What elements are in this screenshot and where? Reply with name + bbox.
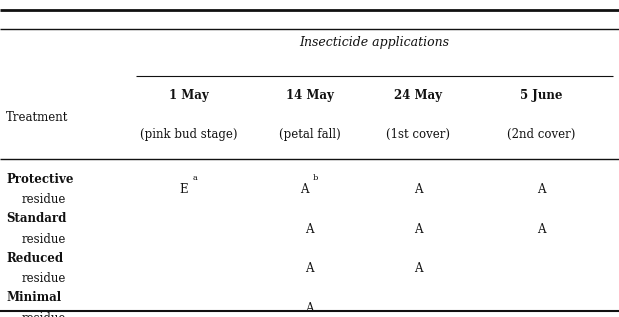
Text: (2nd cover): (2nd cover) (508, 128, 576, 141)
Text: Insecticide applications: Insecticide applications (300, 36, 449, 49)
Text: A: A (413, 223, 422, 236)
Text: A: A (537, 183, 546, 196)
Text: residue: residue (22, 193, 66, 206)
Text: Minimal: Minimal (6, 291, 61, 305)
Text: A: A (305, 302, 314, 315)
Text: residue: residue (22, 312, 66, 317)
Text: residue: residue (22, 272, 66, 286)
Text: E: E (180, 183, 188, 196)
Text: 14 May: 14 May (285, 88, 334, 102)
Text: residue: residue (22, 233, 66, 246)
Text: Reduced: Reduced (6, 252, 63, 265)
Text: A: A (413, 183, 422, 196)
Text: (petal fall): (petal fall) (279, 128, 340, 141)
Text: Treatment: Treatment (6, 111, 69, 124)
Text: A: A (537, 223, 546, 236)
Text: 24 May: 24 May (394, 88, 442, 102)
Text: Standard: Standard (6, 212, 67, 225)
Text: a: a (193, 174, 197, 182)
Text: Protective: Protective (6, 172, 74, 186)
Text: 5 June: 5 June (521, 88, 563, 102)
Text: b: b (313, 174, 318, 182)
Text: (pink bud stage): (pink bud stage) (140, 128, 238, 141)
Text: A: A (300, 183, 309, 196)
Text: 1 May: 1 May (169, 88, 209, 102)
Text: (1st cover): (1st cover) (386, 128, 450, 141)
Text: A: A (305, 262, 314, 275)
Text: A: A (305, 223, 314, 236)
Text: A: A (413, 262, 422, 275)
